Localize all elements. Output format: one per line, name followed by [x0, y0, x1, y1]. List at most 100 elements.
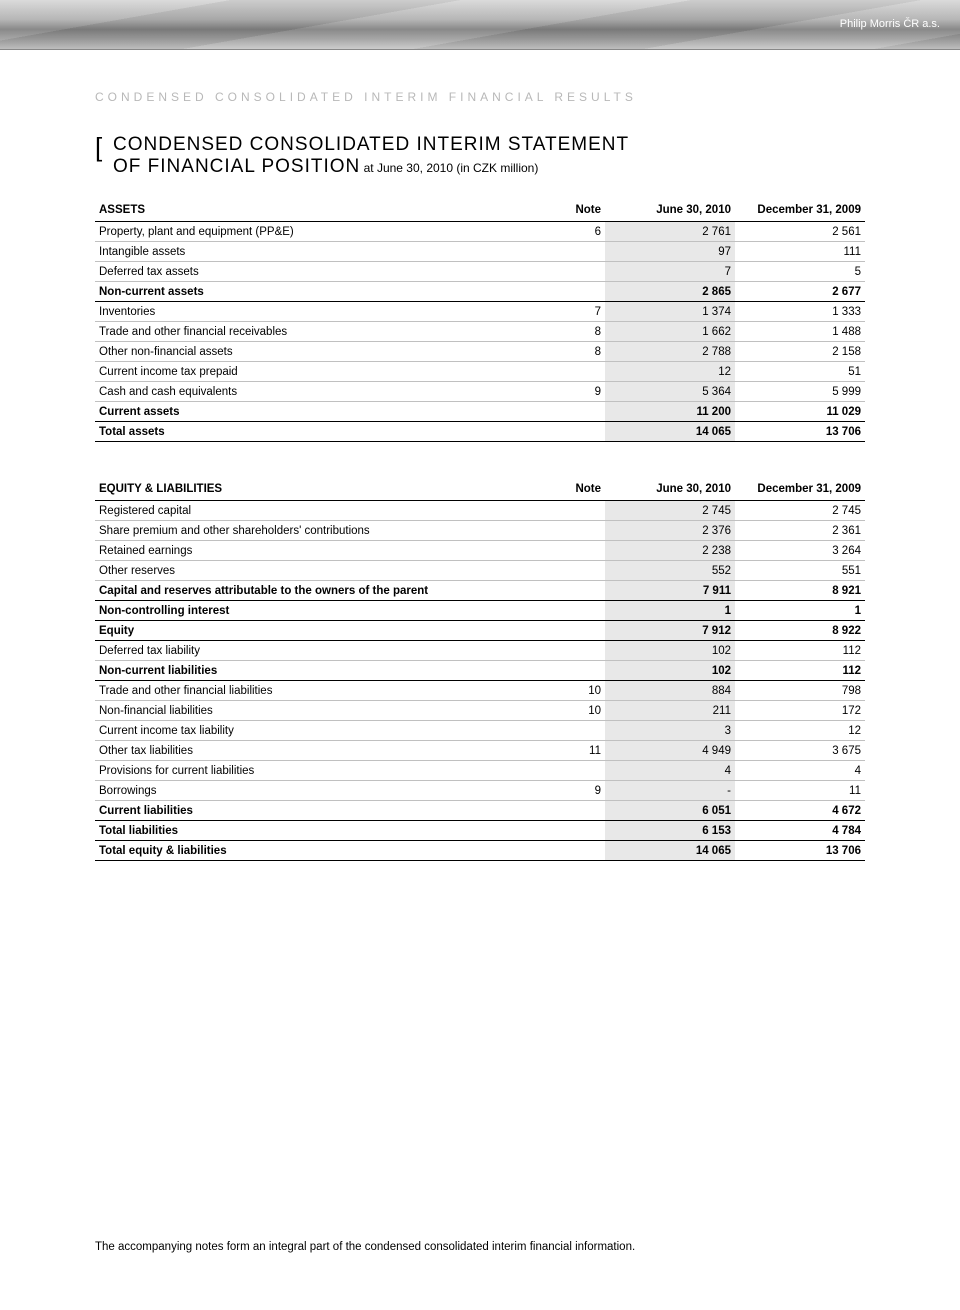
row-label: Total equity & liabilities — [95, 841, 545, 861]
row-value-2: 13 706 — [735, 422, 865, 442]
table-row: Current income tax prepaid1251 — [95, 362, 865, 382]
table-row: Retained earnings2 2383 264 — [95, 541, 865, 561]
row-value-2: 1 488 — [735, 322, 865, 342]
table-row: Trade and other financial receivables81 … — [95, 322, 865, 342]
table-row: Share premium and other shareholders' co… — [95, 521, 865, 541]
row-value-2: 2 361 — [735, 521, 865, 541]
row-value-1: - — [605, 781, 735, 801]
row-note — [545, 841, 605, 861]
table-row: Non-financial liabilities10211172 — [95, 701, 865, 721]
row-value-1: 6 051 — [605, 801, 735, 821]
table-row: Deferred tax assets75 — [95, 262, 865, 282]
row-note: 9 — [545, 382, 605, 402]
row-note — [545, 501, 605, 521]
col-note-header: Note — [545, 477, 605, 501]
row-label: Total assets — [95, 422, 545, 442]
assets-table: ASSETS Note June 30, 2010 December 31, 2… — [95, 198, 865, 442]
table-row: Other reserves552551 — [95, 561, 865, 581]
table-row: Total assets 14 06513 706 — [95, 422, 865, 442]
title-bracket: [ — [95, 132, 102, 163]
row-value-1: 5 364 — [605, 382, 735, 402]
content-area: [ CONDENSED CONSOLIDATED INTERIM STATEME… — [0, 134, 960, 1303]
row-value-1: 1 374 — [605, 302, 735, 322]
row-label: Cash and cash equivalents — [95, 382, 545, 402]
table-row: Current liabilities 6 0514 672 — [95, 801, 865, 821]
row-note — [545, 402, 605, 422]
row-note — [545, 242, 605, 262]
table-row: Trade and other financial liabilities108… — [95, 681, 865, 701]
row-value-1: 102 — [605, 641, 735, 661]
row-note: 11 — [545, 741, 605, 761]
row-label: Total liabilities — [95, 821, 545, 841]
col1-header: June 30, 2010 — [605, 198, 735, 222]
row-note — [545, 761, 605, 781]
row-value-1: 6 153 — [605, 821, 735, 841]
row-value-2: 551 — [735, 561, 865, 581]
row-note: 9 — [545, 781, 605, 801]
row-label: Current liabilities — [95, 801, 545, 821]
row-label: Other tax liabilities — [95, 741, 545, 761]
table-row: Equity7 9128 922 — [95, 621, 865, 641]
table-row: Deferred tax liability 102112 — [95, 641, 865, 661]
row-value-1: 211 — [605, 701, 735, 721]
table-row: Registered capital2 7452 745 — [95, 501, 865, 521]
row-note — [545, 282, 605, 302]
col2-header: December 31, 2009 — [735, 477, 865, 501]
row-value-2: 11 029 — [735, 402, 865, 422]
row-value-2: 1 333 — [735, 302, 865, 322]
table-row: Non-current liabilities102112 — [95, 661, 865, 681]
row-label: Deferred tax liability — [95, 641, 545, 661]
page-title: [ CONDENSED CONSOLIDATED INTERIM STATEME… — [95, 134, 865, 178]
row-note — [545, 641, 605, 661]
row-label: Share premium and other shareholders' co… — [95, 521, 545, 541]
row-note — [545, 262, 605, 282]
row-note: 8 — [545, 322, 605, 342]
row-value-1: 2 788 — [605, 342, 735, 362]
row-note — [545, 521, 605, 541]
row-note — [545, 821, 605, 841]
row-value-2: 112 — [735, 641, 865, 661]
row-note — [545, 422, 605, 442]
col-note-header: Note — [545, 198, 605, 222]
equity-heading: EQUITY & LIABILITIES — [95, 477, 545, 501]
row-label: Deferred tax assets — [95, 262, 545, 282]
row-note: 7 — [545, 302, 605, 322]
table-row: Other non-financial assets82 7882 158 — [95, 342, 865, 362]
row-value-2: 51 — [735, 362, 865, 382]
row-value-2: 111 — [735, 242, 865, 262]
row-value-2: 4 784 — [735, 821, 865, 841]
row-value-1: 14 065 — [605, 422, 735, 442]
row-value-2: 798 — [735, 681, 865, 701]
section-label: CONDENSED CONSOLIDATED INTERIM FINANCIAL… — [95, 90, 960, 104]
row-label: Capital and reserves attributable to the… — [95, 581, 545, 601]
row-label: Trade and other financial liabilities — [95, 681, 545, 701]
row-value-1: 11 200 — [605, 402, 735, 422]
row-value-1: 4 949 — [605, 741, 735, 761]
row-value-1: 7 — [605, 262, 735, 282]
table-row: Total liabilities 6 1534 784 — [95, 821, 865, 841]
row-note — [545, 661, 605, 681]
row-value-2: 12 — [735, 721, 865, 741]
row-value-2: 1 — [735, 601, 865, 621]
col1-header: June 30, 2010 — [605, 477, 735, 501]
row-note — [545, 561, 605, 581]
company-name: Philip Morris ČR a.s. — [840, 18, 940, 30]
row-value-2: 4 672 — [735, 801, 865, 821]
row-note — [545, 801, 605, 821]
row-note — [545, 621, 605, 641]
table-row: Non-controlling interest11 — [95, 601, 865, 621]
row-value-1: 102 — [605, 661, 735, 681]
table-row: Property, plant and equipment (PP&E)62 7… — [95, 222, 865, 242]
row-label: Borrowings — [95, 781, 545, 801]
row-label: Non-financial liabilities — [95, 701, 545, 721]
table-row: Total equity & liabilities14 06513 706 — [95, 841, 865, 861]
row-value-1: 7 911 — [605, 581, 735, 601]
row-note — [545, 541, 605, 561]
row-label: Registered capital — [95, 501, 545, 521]
row-value-1: 12 — [605, 362, 735, 382]
row-label: Inventories — [95, 302, 545, 322]
row-value-2: 11 — [735, 781, 865, 801]
row-value-1: 7 912 — [605, 621, 735, 641]
row-note — [545, 721, 605, 741]
equity-table: EQUITY & LIABILITIES Note June 30, 2010 … — [95, 477, 865, 861]
